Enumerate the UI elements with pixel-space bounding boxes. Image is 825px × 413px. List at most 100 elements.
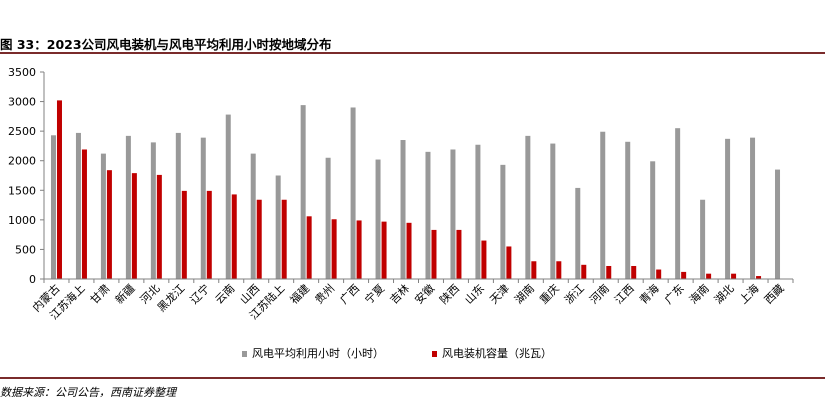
- installed-capacity-bar: [731, 273, 737, 279]
- installed-capacity-bar: [131, 173, 137, 279]
- utilization-hours-bar: [350, 107, 356, 279]
- installed-capacity-bar: [681, 271, 687, 279]
- utilization-hours-bar: [650, 161, 656, 279]
- legend-label: 风电装机容量（兆瓦）: [442, 346, 552, 360]
- category-label: 海南: [686, 281, 711, 306]
- category-label: 甘肃: [88, 282, 113, 307]
- category-label: 重庆: [536, 281, 561, 306]
- installed-capacity-bar: [56, 100, 62, 279]
- top-rule: [0, 52, 825, 54]
- y-tick-label: 1500: [8, 184, 36, 197]
- utilization-hours-bar: [625, 141, 631, 279]
- category-label: 湖北: [712, 282, 737, 307]
- installed-capacity-bar: [81, 149, 87, 279]
- utilization-hours-bar: [550, 143, 556, 279]
- category-label: 浙江: [562, 282, 587, 307]
- category-label: 湖南: [512, 282, 537, 307]
- installed-capacity-bar: [181, 190, 187, 279]
- utilization-hours-bar: [300, 105, 306, 280]
- figure-title: 图 33：2023公司风电装机与风电平均利用小时按地域分布: [0, 37, 332, 52]
- utilization-hours-bar: [450, 149, 456, 279]
- utilization-hours-bar: [525, 135, 531, 279]
- utilization-hours-bar: [400, 140, 406, 279]
- y-tick-label: 2000: [8, 155, 36, 168]
- installed-capacity-bar: [631, 265, 637, 279]
- utilization-hours-bar: [200, 137, 206, 279]
- legend-label: 风电平均利用小时（小时）: [252, 347, 384, 360]
- category-label: 宁夏: [362, 281, 387, 306]
- utilization-hours-bar: [600, 131, 606, 279]
- utilization-hours-bar: [700, 199, 706, 279]
- utilization-hours-bar: [225, 114, 231, 279]
- category-label: 福建: [287, 281, 312, 306]
- category-label: 广东: [662, 282, 687, 307]
- y-tick-label: 3500: [8, 66, 36, 79]
- utilization-hours-bar: [150, 142, 156, 279]
- utilization-hours-bar: [575, 187, 581, 279]
- category-label: 江西: [612, 282, 637, 307]
- installed-capacity-bar: [331, 219, 337, 279]
- utilization-hours-bar: [250, 153, 256, 279]
- legend-swatch: [432, 351, 437, 357]
- installed-capacity-bar: [706, 273, 712, 279]
- utilization-hours-bar: [125, 135, 131, 279]
- installed-capacity-bar: [106, 170, 112, 279]
- utilization-hours-bar: [375, 159, 381, 279]
- category-label: 贵州: [312, 282, 337, 307]
- installed-capacity-bar: [606, 265, 612, 279]
- category-label: 青海: [636, 281, 661, 306]
- installed-capacity-bar: [556, 261, 562, 279]
- category-label: 西藏: [762, 282, 787, 307]
- source-note: 数据来源：公司公告，西南证券整理: [0, 386, 176, 399]
- installed-capacity-bar: [206, 190, 212, 279]
- y-tick-label: 3000: [8, 96, 36, 109]
- y-tick-label: 500: [15, 243, 36, 256]
- category-label: 新疆: [112, 281, 137, 306]
- utilization-hours-bar: [325, 157, 331, 279]
- installed-capacity-bar: [256, 199, 262, 279]
- y-tick-label: 1000: [8, 214, 36, 227]
- utilization-hours-bar: [50, 135, 56, 279]
- bottom-rule: [0, 377, 825, 379]
- category-label: 河南: [587, 282, 612, 307]
- utilization-hours-bar: [75, 132, 81, 279]
- category-label: 山东: [462, 282, 487, 307]
- y-tick-label: 0: [29, 273, 36, 286]
- category-label: 上海: [736, 281, 761, 306]
- installed-capacity-bar: [231, 194, 237, 279]
- utilization-hours-bar: [750, 137, 756, 279]
- installed-capacity-bar: [156, 174, 162, 279]
- category-label: 天津: [487, 282, 512, 307]
- installed-capacity-bar: [481, 240, 487, 279]
- category-label: 黑龙江: [155, 282, 188, 315]
- utilization-hours-bar: [175, 132, 181, 279]
- utilization-hours-bar: [425, 151, 431, 279]
- category-label: 吉林: [387, 281, 412, 306]
- category-label: 陕西: [437, 281, 462, 306]
- installed-capacity-bar: [406, 222, 412, 279]
- legend-swatch: [242, 351, 247, 357]
- utilization-hours-bar: [500, 164, 506, 279]
- installed-capacity-bar: [381, 221, 387, 279]
- installed-capacity-bar: [656, 269, 662, 279]
- utilization-hours-bar: [100, 153, 106, 279]
- y-tick-label: 2500: [8, 125, 36, 138]
- utilization-hours-bar: [275, 175, 281, 279]
- installed-capacity-bar: [306, 216, 312, 279]
- installed-capacity-bar: [581, 264, 587, 279]
- category-label: 安徽: [412, 281, 437, 306]
- utilization-hours-bar: [775, 169, 781, 279]
- category-label: 辽宁: [187, 281, 212, 306]
- installed-capacity-bar: [356, 220, 362, 279]
- utilization-hours-bar: [675, 128, 681, 279]
- installed-capacity-bar: [281, 199, 287, 279]
- installed-capacity-bar: [506, 246, 512, 279]
- installed-capacity-bar: [456, 229, 462, 279]
- installed-capacity-bar: [531, 261, 537, 279]
- utilization-hours-bar: [725, 138, 731, 279]
- installed-capacity-bar: [756, 276, 762, 279]
- installed-capacity-bar: [431, 229, 437, 279]
- category-label: 广西: [337, 282, 362, 307]
- category-label: 云南: [213, 282, 238, 307]
